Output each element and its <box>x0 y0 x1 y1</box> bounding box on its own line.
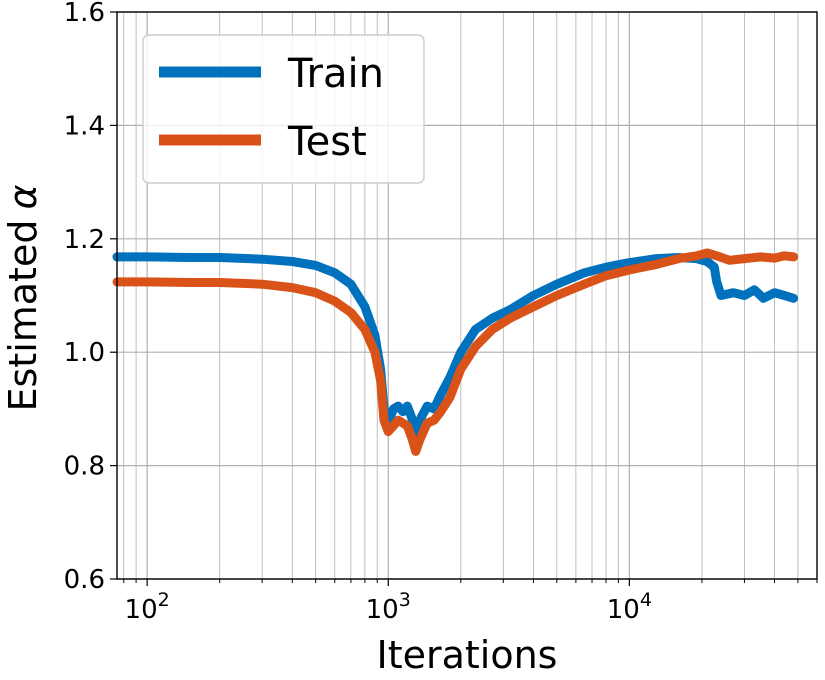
series-line-train <box>112 252 799 439</box>
y-axis-title-symbol: α <box>1 184 45 209</box>
y-tick-label: 1.0 <box>64 338 105 368</box>
y-axis-title: Estimated α <box>1 184 45 411</box>
legend-label-train: Train <box>287 51 384 97</box>
x-tick-label-exponent: 4 <box>640 589 652 611</box>
y-tick-label: 1.4 <box>64 111 105 141</box>
x-tick-label-base: 10 <box>607 595 640 625</box>
y-tick-label: 1.6 <box>64 0 105 28</box>
y-tick-label: 0.8 <box>64 452 105 482</box>
series-line-test <box>112 248 799 456</box>
x-tick-label-base: 10 <box>366 595 399 625</box>
legend-label-test: Test <box>287 119 367 165</box>
x-tick-label: 104 <box>607 589 652 625</box>
x-tick-label: 103 <box>366 589 411 625</box>
y-tick-label: 1.2 <box>64 225 105 255</box>
series-layer <box>112 248 799 456</box>
plot-frame <box>116 11 818 580</box>
x-tick-label-exponent: 3 <box>399 589 411 611</box>
y-tick-label: 0.6 <box>64 565 105 595</box>
x-tick-label-base: 10 <box>125 595 158 625</box>
ticks <box>110 11 818 586</box>
x-tick-label-exponent: 2 <box>158 589 170 611</box>
y-axis-title-text: Estimated <box>1 220 45 412</box>
x-axis-title: Iterations <box>377 633 558 677</box>
legend: Train Test <box>142 34 425 184</box>
x-tick-label: 102 <box>125 589 170 625</box>
